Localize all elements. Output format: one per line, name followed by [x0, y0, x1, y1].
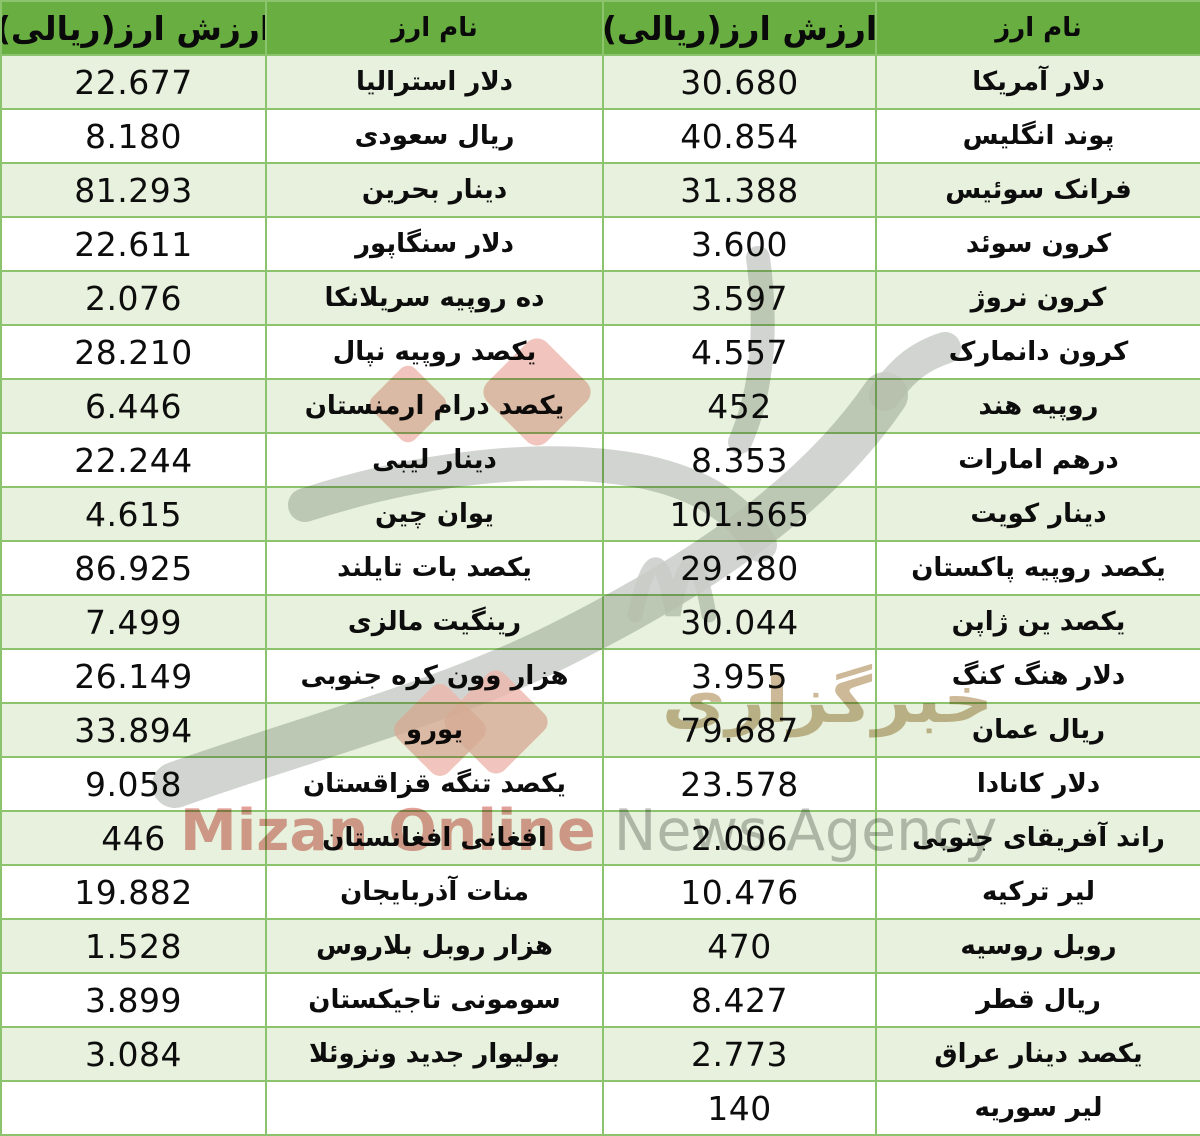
currency-name-cell: یوان چین [267, 488, 602, 540]
header-value-left: ارزش ارز(ریالی) [2, 2, 265, 54]
currency-name-cell: سومونی تاجیکستان [267, 974, 602, 1026]
value-cell: 8.180 [2, 110, 265, 162]
currency-name-cell: دلار استرالیا [267, 56, 602, 108]
currency-name-cell: ریال قطر [877, 974, 1200, 1026]
value-cell: 446 [2, 812, 265, 864]
currency-name-cell: ریال سعودی [267, 110, 602, 162]
currency-name-cell: دلار کانادا [877, 758, 1200, 810]
currency-name-cell: ده روپیه سریلانکا [267, 272, 602, 324]
value-cell: 81.293 [2, 164, 265, 216]
value-cell: 3.955 [604, 650, 875, 702]
value-cell: 8.427 [604, 974, 875, 1026]
currency-name-cell: رینگیت مالزی [267, 596, 602, 648]
value-cell: 470 [604, 920, 875, 972]
value-cell: 3.899 [2, 974, 265, 1026]
currency-name-cell: پوند انگلیس [877, 110, 1200, 162]
value-cell: 10.476 [604, 866, 875, 918]
value-cell: 3.084 [2, 1028, 265, 1080]
value-cell: 452 [604, 380, 875, 432]
value-cell: 7.499 [2, 596, 265, 648]
currency-name-cell: دینار کویت [877, 488, 1200, 540]
value-cell: 22.677 [2, 56, 265, 108]
value-cell: 3.597 [604, 272, 875, 324]
value-cell: 140 [604, 1082, 875, 1134]
value-cell: 3.600 [604, 218, 875, 270]
currency-name-cell: دلار آمریکا [877, 56, 1200, 108]
currency-name-cell: کرون سوئد [877, 218, 1200, 270]
value-cell: 23.578 [604, 758, 875, 810]
currency-name-cell: هزار روبل بلاروس [267, 920, 602, 972]
header-name-left: نام ارز [267, 2, 602, 54]
value-cell: 86.925 [2, 542, 265, 594]
value-cell: 2.076 [2, 272, 265, 324]
header-value-right: ارزش ارز(ریالی) [604, 2, 875, 54]
currency-name-cell: یکصد درام ارمنستان [267, 380, 602, 432]
currency-name-cell: یکصد تنگه قزاقستان [267, 758, 602, 810]
currency-name-cell [267, 1082, 602, 1134]
value-cell: 101.565 [604, 488, 875, 540]
value-cell: 2.773 [604, 1028, 875, 1080]
value-cell: 22.611 [2, 218, 265, 270]
currency-name-cell: لیر سوریه [877, 1082, 1200, 1134]
value-cell: 22.244 [2, 434, 265, 486]
currency-name-cell: کرون دانمارک [877, 326, 1200, 378]
currency-name-cell: فرانک سوئیس [877, 164, 1200, 216]
value-cell: 79.687 [604, 704, 875, 756]
value-cell: 4.615 [2, 488, 265, 540]
value-cell: 33.894 [2, 704, 265, 756]
value-cell: 30.044 [604, 596, 875, 648]
currency-name-cell: روبل روسیه [877, 920, 1200, 972]
currency-name-cell: یکصد بات تایلند [267, 542, 602, 594]
currency-name-cell: منات آذربایجان [267, 866, 602, 918]
value-cell: 6.446 [2, 380, 265, 432]
value-cell: 31.388 [604, 164, 875, 216]
value-cell [2, 1082, 265, 1134]
currency-name-cell: لیر ترکیه [877, 866, 1200, 918]
currency-name-cell: کرون نروژ [877, 272, 1200, 324]
currency-name-cell: ریال عمان [877, 704, 1200, 756]
value-cell: 40.854 [604, 110, 875, 162]
value-cell: 19.882 [2, 866, 265, 918]
currency-name-cell: یکصد روپیه نپال [267, 326, 602, 378]
currency-name-cell: راند آفریقای جنوبی [877, 812, 1200, 864]
currency-name-cell: روپیه هند [877, 380, 1200, 432]
currency-name-cell: درهم امارات [877, 434, 1200, 486]
value-cell: 28.210 [2, 326, 265, 378]
currency-name-cell: دلار سنگاپور [267, 218, 602, 270]
currency-name-cell: دینار لیبی [267, 434, 602, 486]
currency-name-cell: بولیوار جدید ونزوئلا [267, 1028, 602, 1080]
value-cell: 8.353 [604, 434, 875, 486]
currency-name-cell: یکصد روپیه پاکستان [877, 542, 1200, 594]
currency-name-cell: دلار هنگ کنگ [877, 650, 1200, 702]
currency-name-cell: یکصد ین ژاپن [877, 596, 1200, 648]
currency-name-cell: یورو [267, 704, 602, 756]
currency-name-cell: دینار بحرین [267, 164, 602, 216]
value-cell: 30.680 [604, 56, 875, 108]
currency-name-cell: یکصد دینار عراق [877, 1028, 1200, 1080]
value-cell: 26.149 [2, 650, 265, 702]
currency-name-cell: افغانی افغانستان [267, 812, 602, 864]
value-cell: 1.528 [2, 920, 265, 972]
value-cell: 4.557 [604, 326, 875, 378]
value-cell: 2.006 [604, 812, 875, 864]
header-name-right: نام ارز [877, 2, 1200, 54]
value-cell: 9.058 [2, 758, 265, 810]
value-cell: 29.280 [604, 542, 875, 594]
currency-name-cell: هزار وون کره جنوبی [267, 650, 602, 702]
